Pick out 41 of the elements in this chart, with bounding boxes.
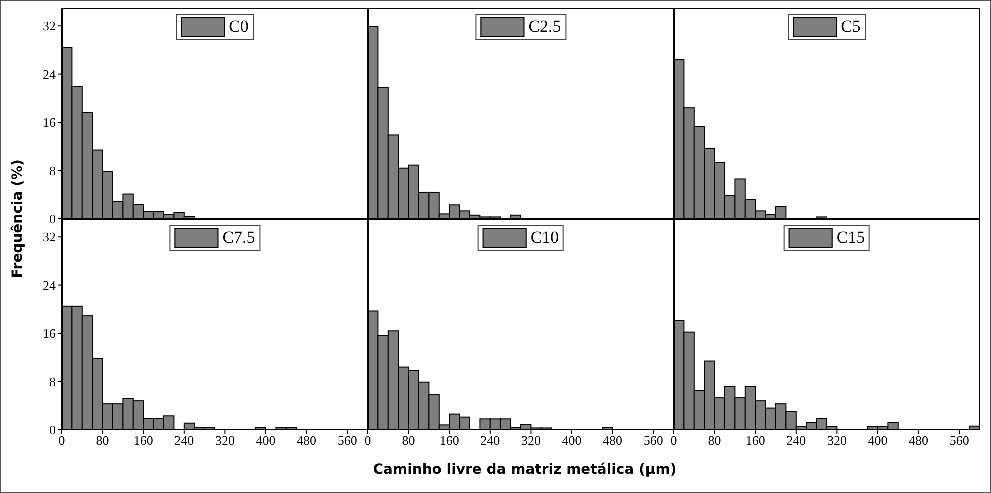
x-tick-label: 320 (215, 433, 235, 448)
legend-label: C2.5 (528, 17, 562, 37)
x-tick-label: 80 (708, 433, 722, 448)
x-tick-label: 240 (786, 433, 806, 448)
x-tick-label: 0 (364, 433, 372, 448)
x-tick-label: 160 (134, 433, 154, 448)
y-tick-label: 32 (43, 18, 56, 34)
x-tick-label: 480 (297, 433, 317, 448)
legend-label: C7.5 (222, 228, 256, 248)
y-tick-label: 0 (50, 422, 56, 438)
legend-label: C10 (530, 228, 560, 248)
y-tick-label: 24 (43, 278, 56, 293)
x-tick-label: 400 (256, 433, 276, 448)
x-tick-label: 160 (440, 433, 460, 448)
x-tick-label: 240 (174, 433, 194, 448)
x-tick-label: 560 (644, 433, 664, 448)
x-tick-label: 480 (909, 433, 929, 448)
y-tick-label: 32 (43, 230, 56, 245)
y-tick-label: 16 (43, 326, 56, 342)
legend-label: C5 (841, 17, 861, 37)
x-tick-label: 480 (603, 433, 623, 448)
y-tick-label: 24 (43, 66, 56, 82)
x-tick-label: 320 (521, 433, 541, 448)
x-tick-label: 400 (562, 433, 582, 448)
legend-label: C0 (229, 17, 249, 37)
y-tick-label: 0 (50, 212, 56, 227)
x-tick-label: 560 (338, 433, 358, 448)
y-tick-label: 16 (43, 115, 56, 130)
x-tick-label: 0 (670, 433, 678, 448)
x-tick-label: 240 (480, 433, 500, 448)
x-tick-label: 320 (827, 433, 847, 448)
legend-label: C15 (836, 228, 866, 248)
x-tick-label: 80 (96, 433, 110, 448)
x-tick-label: 400 (868, 433, 888, 448)
x-tick-label: 160 (746, 433, 766, 448)
x-tick-label: 80 (402, 433, 416, 448)
y-axis-title: Frequência (%) (10, 160, 26, 278)
y-tick-label: 8 (50, 374, 56, 390)
y-tick-label: 8 (50, 163, 56, 178)
x-tick-label: 560 (950, 433, 970, 448)
x-axis-title: Caminho livre da matriz metálica (μm) (373, 462, 677, 478)
